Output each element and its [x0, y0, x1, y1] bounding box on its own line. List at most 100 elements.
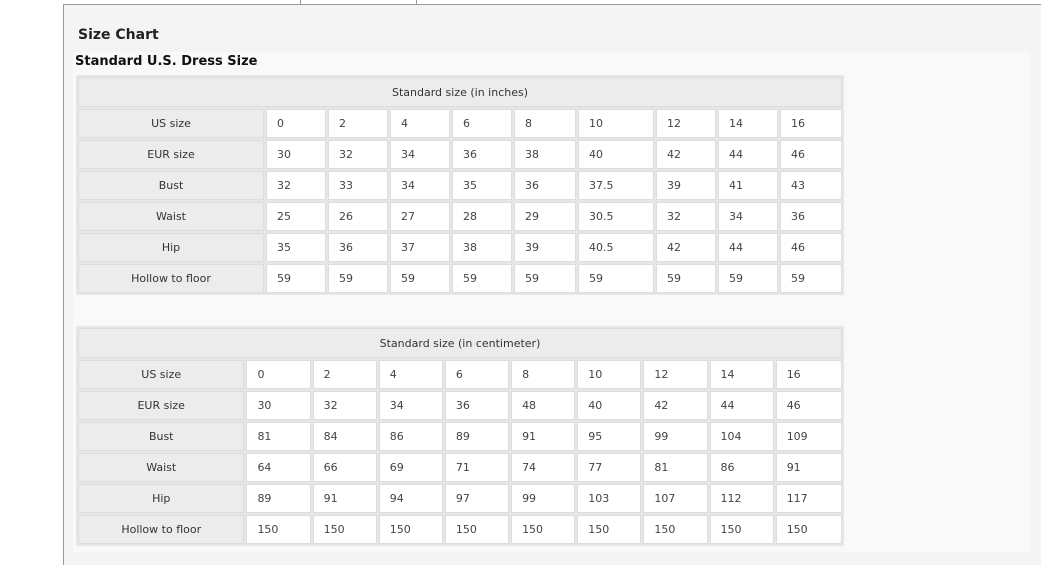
table-cell: 89 [246, 484, 311, 513]
row-label: Waist [78, 202, 264, 231]
table-cell: 32 [312, 391, 377, 420]
table-cell: 59 [780, 264, 843, 293]
table-cell: 8 [514, 109, 576, 138]
table-cell: 46 [780, 233, 843, 262]
table-cell: 59 [514, 264, 576, 293]
table-cell: 36 [444, 391, 510, 420]
size-table-inches: Standard size (in inches) US size 0 2 4 6 8 10 1… [76, 75, 845, 295]
table-cell: 6 [444, 360, 510, 389]
table-cell: 150 [511, 515, 576, 544]
table-cell: 69 [378, 453, 443, 482]
table-row: Bust 81 84 86 89 91 95 99 104 109 [78, 422, 842, 451]
table-cell: 59 [656, 264, 716, 293]
table-cell: 0 [246, 360, 311, 389]
table-cell: 46 [780, 140, 843, 169]
table-cell: 59 [266, 264, 326, 293]
table-cell: 16 [780, 109, 843, 138]
table-cell: 150 [577, 515, 642, 544]
table-cell: 64 [246, 453, 311, 482]
table-cell: 74 [511, 453, 576, 482]
table-cell: 32 [266, 171, 326, 200]
table-row: US size 0 2 4 6 8 10 12 14 16 [78, 109, 843, 138]
table-cell: 95 [577, 422, 642, 451]
table-cell: 38 [452, 233, 512, 262]
table-cell: 81 [246, 422, 311, 451]
row-label: Waist [78, 453, 245, 482]
table-cell: 32 [328, 140, 388, 169]
table-cell: 2 [328, 109, 388, 138]
table-caption: Standard size (in centimeter) [78, 328, 842, 358]
table-cell: 34 [390, 140, 450, 169]
table-cell: 91 [511, 422, 576, 451]
row-label: EUR size [78, 391, 245, 420]
table-cell: 36 [514, 171, 576, 200]
table-cell: 84 [312, 422, 377, 451]
table-cell: 40 [578, 140, 654, 169]
table-cell: 14 [718, 109, 778, 138]
row-label: Hip [78, 484, 245, 513]
table-cell: 10 [578, 109, 654, 138]
table-cell: 150 [312, 515, 377, 544]
table-cell: 25 [266, 202, 326, 231]
top-tab[interactable] [300, 0, 417, 4]
table-cell: 46 [775, 391, 842, 420]
table-cell: 12 [643, 360, 708, 389]
row-label: US size [78, 360, 245, 389]
table-cell: 12 [656, 109, 716, 138]
table-cell: 59 [390, 264, 450, 293]
table-cell: 150 [775, 515, 842, 544]
table-cell: 66 [312, 453, 377, 482]
table-cell: 8 [511, 360, 576, 389]
table-cell: 42 [656, 233, 716, 262]
table-cell: 43 [780, 171, 843, 200]
page-title: Size Chart [78, 27, 159, 43]
table-row: Hip 35 36 37 38 39 40.5 42 44 46 [78, 233, 843, 262]
table-cell: 30 [246, 391, 311, 420]
row-label: Hip [78, 233, 264, 262]
table-cell: 4 [390, 109, 450, 138]
table-cell: 91 [775, 453, 842, 482]
table-row: Hollow to floor 59 59 59 59 59 59 59 59 59 [78, 264, 843, 293]
table-cell: 27 [390, 202, 450, 231]
table-cell: 37 [390, 233, 450, 262]
table-cell: 35 [266, 233, 326, 262]
table-cell: 107 [643, 484, 708, 513]
table-cell: 104 [709, 422, 774, 451]
table-cell: 39 [514, 233, 576, 262]
row-label: Bust [78, 171, 264, 200]
table-cell: 48 [511, 391, 576, 420]
table-cell: 59 [452, 264, 512, 293]
table-cell: 40 [577, 391, 642, 420]
table-row: EUR size 30 32 34 36 38 40 42 44 46 [78, 140, 843, 169]
table-cell: 99 [511, 484, 576, 513]
table-cell: 71 [444, 453, 510, 482]
table-cell: 89 [444, 422, 510, 451]
table-cell: 32 [656, 202, 716, 231]
table-cell: 36 [328, 233, 388, 262]
table-cell: 36 [780, 202, 843, 231]
table-row: Waist 25 26 27 28 29 30.5 32 34 36 [78, 202, 843, 231]
table-cell: 117 [775, 484, 842, 513]
table-cell: 91 [312, 484, 377, 513]
table-row: EUR size 30 32 34 36 48 40 42 44 46 [78, 391, 842, 420]
row-label: US size [78, 109, 264, 138]
table-cell: 40.5 [578, 233, 654, 262]
table-cell: 59 [328, 264, 388, 293]
table-cell: 28 [452, 202, 512, 231]
caption-row: Standard size (in centimeter) [78, 328, 842, 358]
table-cell: 36 [452, 140, 512, 169]
table-cell: 34 [390, 171, 450, 200]
table-cell: 42 [656, 140, 716, 169]
table-cell: 44 [709, 391, 774, 420]
table-cell: 35 [452, 171, 512, 200]
table-cell: 39 [656, 171, 716, 200]
table-cell: 14 [709, 360, 774, 389]
table-row: Hollow to floor 150 150 150 150 150 150 150 150 1… [78, 515, 842, 544]
table-cell: 81 [643, 453, 708, 482]
table-row: Waist 64 66 69 71 74 77 81 86 91 [78, 453, 842, 482]
table-cell: 33 [328, 171, 388, 200]
table-cell: 34 [718, 202, 778, 231]
table-cell: 16 [775, 360, 842, 389]
table-cell: 44 [718, 233, 778, 262]
table-cell: 109 [775, 422, 842, 451]
